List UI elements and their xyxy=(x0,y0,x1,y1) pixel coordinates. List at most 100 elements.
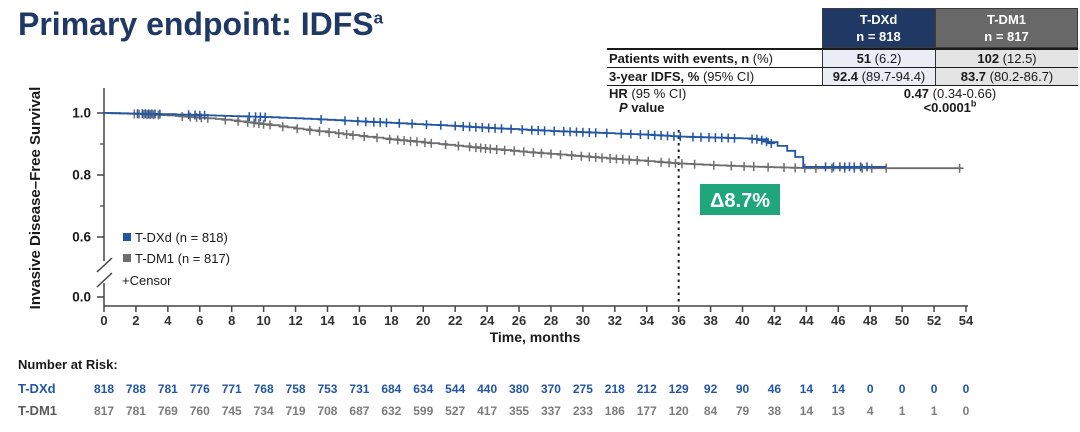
text-part: 92.4 xyxy=(832,69,859,84)
results-row: P value <0.0001b xyxy=(607,99,1078,115)
text-part: (95% CI) xyxy=(699,69,755,84)
risk-row-label: T-DM1 xyxy=(18,403,57,418)
x-tick-label: 8 xyxy=(228,313,235,328)
x-tick-label: 0 xyxy=(100,313,107,328)
risk-count: 684 xyxy=(381,382,401,396)
x-tick-label: 6 xyxy=(196,313,203,328)
risk-count: 781 xyxy=(158,382,178,396)
risk-count: 768 xyxy=(254,382,274,396)
km-curve-tdm1 xyxy=(104,112,962,170)
risk-count: 544 xyxy=(445,382,465,396)
text-part: <0.0001 xyxy=(923,100,971,115)
text-part: (12.5) xyxy=(999,51,1037,66)
page-title: Primary endpoint: IDFSa xyxy=(18,6,383,43)
x-tick-label: 38 xyxy=(703,313,717,328)
results-row-label: 3-year IDFS, % (95% CI) xyxy=(607,68,822,85)
risk-count: 13 xyxy=(832,404,846,418)
risk-count: 186 xyxy=(605,404,625,418)
risk-row-tdm1: T-DM1 817 781 769 760 745 734 719 708 687 632 599 52… xyxy=(18,403,970,418)
risk-count: 275 xyxy=(573,382,593,396)
risk-count: 1 xyxy=(899,404,906,418)
results-row: 3-year IDFS, % (95% CI) 92.4 (89.7-94.4) 8… xyxy=(607,67,1078,85)
axes xyxy=(96,88,968,312)
risk-count: 370 xyxy=(541,382,561,396)
risk-count: 769 xyxy=(158,404,178,418)
results-row-value: 51 (6.2) xyxy=(822,50,935,67)
risk-count: 599 xyxy=(413,404,433,418)
legend-censor-label: +Censor xyxy=(122,273,172,288)
legend-item-tdm1: T-DM1 (n = 817) xyxy=(123,251,230,266)
risk-count: 90 xyxy=(736,382,750,396)
text-part: Patients with events, n xyxy=(609,51,750,66)
risk-count: 1 xyxy=(931,404,938,418)
risk-count: 218 xyxy=(605,382,625,396)
risk-count: 355 xyxy=(509,404,529,418)
y-axis-label: Invasive Disease–Free Survival xyxy=(27,87,44,310)
risk-count: 417 xyxy=(477,404,497,418)
risk-count: 14 xyxy=(800,382,814,396)
results-row-label: Patients with events, n (%) xyxy=(607,50,822,67)
text-part: 0.47 xyxy=(903,86,930,101)
risk-count: 708 xyxy=(317,404,337,418)
risk-count: 753 xyxy=(317,382,337,396)
x-tick-labels: 0 2 4 6 8 10 12 14 16 18 20 22 24 26 28 30 32 34 36 38 40 42 4… xyxy=(100,313,974,328)
risk-count: 760 xyxy=(190,404,210,418)
x-tick-label: 44 xyxy=(799,313,814,328)
x-tick-label: 20 xyxy=(416,313,430,328)
axis-break-slash xyxy=(96,257,113,273)
y-tick-label: 0.8 xyxy=(72,168,91,183)
results-header-tdxd-n: n = 818 xyxy=(856,29,901,44)
censor-marks-tdxd xyxy=(133,109,871,172)
legend-item-tdxd: T-DXd (n = 818) xyxy=(123,230,228,245)
risk-count: 440 xyxy=(477,382,497,396)
legend-swatch-tdm1 xyxy=(123,254,131,262)
text-part: 3-year IDFS, % xyxy=(609,69,700,84)
km-curve-tdxd xyxy=(104,112,887,168)
risk-count: 0 xyxy=(899,382,906,396)
x-tick-label: 2 xyxy=(132,313,139,328)
y-tick-label: 1.0 xyxy=(72,106,91,121)
risk-count: 14 xyxy=(800,404,814,418)
y-tick-label: 0.0 xyxy=(72,290,91,305)
risk-count: 120 xyxy=(669,404,689,418)
risk-count: 337 xyxy=(541,404,561,418)
text-part: P xyxy=(619,100,628,115)
results-row-value: 92.4 (89.7-94.4) xyxy=(822,68,935,85)
risk-count: 781 xyxy=(126,404,146,418)
results-header-tdxd-drug: T-DXd xyxy=(859,12,898,27)
x-tick-label: 26 xyxy=(512,313,526,328)
results-table: T-DXd n = 818 T-DM1 n = 817 Patients with ev… xyxy=(607,8,1078,114)
delta-annotation-box xyxy=(700,184,780,215)
axis-break-slash xyxy=(96,272,113,288)
x-tick-label: 24 xyxy=(480,313,495,328)
text-part: 51 xyxy=(856,51,872,66)
x-tick-label: 40 xyxy=(735,313,749,328)
x-tick-label: 42 xyxy=(767,313,781,328)
risk-count: 212 xyxy=(637,382,657,396)
x-tick-label: 28 xyxy=(544,313,558,328)
title-superscript: a xyxy=(373,8,384,28)
results-row-value: 0.47 (0.34-0.66) xyxy=(822,86,1078,100)
x-tick-label: 46 xyxy=(831,313,845,328)
risk-count: 177 xyxy=(637,404,657,418)
risk-count: 46 xyxy=(768,382,782,396)
x-tick-label: 48 xyxy=(863,313,877,328)
results-header-tdm1: T-DM1 n = 817 xyxy=(935,8,1078,48)
risk-count: 0 xyxy=(963,382,970,396)
risk-count: 687 xyxy=(349,404,369,418)
risk-count: 745 xyxy=(222,404,242,418)
delta-annotation-text: Δ8.7% xyxy=(710,190,770,212)
chart-legend: T-DXd (n = 818) T-DM1 (n = 817) +Censor xyxy=(122,230,230,288)
risk-count: 84 xyxy=(704,404,718,418)
results-header-tdxd: T-DXd n = 818 xyxy=(822,8,935,48)
x-tick-label: 34 xyxy=(640,313,655,328)
results-row-value: <0.0001b xyxy=(822,99,1078,115)
text-part: 102 xyxy=(977,51,1000,66)
page-title-text: Primary endpoint: IDFS xyxy=(18,6,374,42)
legend-label: T-DXd (n = 818) xyxy=(135,230,228,245)
x-tick-label: 52 xyxy=(927,313,941,328)
text-part: (89.7-94.4) xyxy=(858,69,926,84)
x-tick-label: 30 xyxy=(576,313,590,328)
